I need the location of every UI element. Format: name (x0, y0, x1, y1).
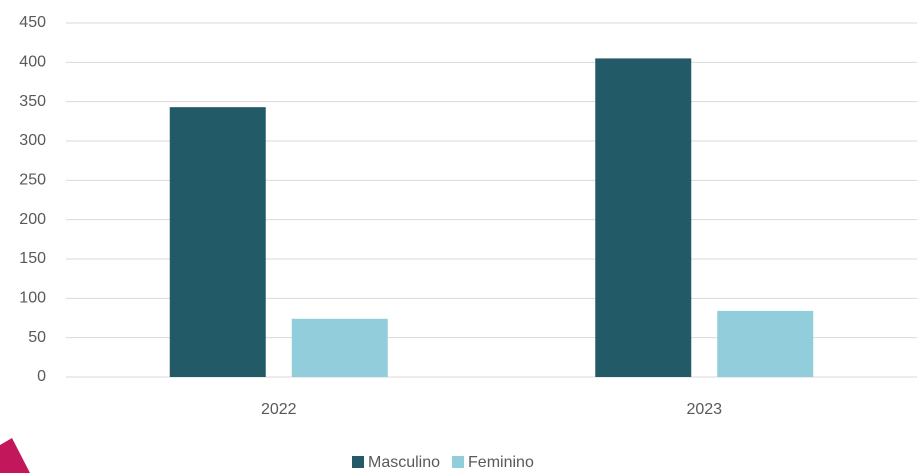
y-tick-label: 450 (19, 14, 46, 31)
bar (595, 58, 692, 378)
legend-swatch (352, 456, 364, 468)
bar (291, 318, 388, 377)
y-tick-label: 300 (19, 132, 46, 149)
y-tick-label: 350 (19, 93, 46, 110)
legend-label: Masculino (368, 454, 440, 471)
legend-swatch (452, 456, 465, 468)
y-tick-label: 200 (19, 211, 46, 228)
y-tick-label: 50 (28, 329, 46, 346)
legend-label: Feminino (468, 454, 534, 471)
y-tick-label: 150 (19, 250, 46, 267)
decoration (0, 438, 30, 473)
bar (717, 310, 814, 377)
bar (169, 107, 266, 377)
y-tick-label: 100 (19, 290, 46, 307)
y-tick-label: 250 (19, 172, 46, 189)
x-tick-label: 2023 (686, 401, 722, 418)
y-tick-label: 400 (19, 54, 46, 71)
x-tick-label: 2022 (261, 401, 297, 418)
y-tick-label: 0 (37, 368, 46, 385)
